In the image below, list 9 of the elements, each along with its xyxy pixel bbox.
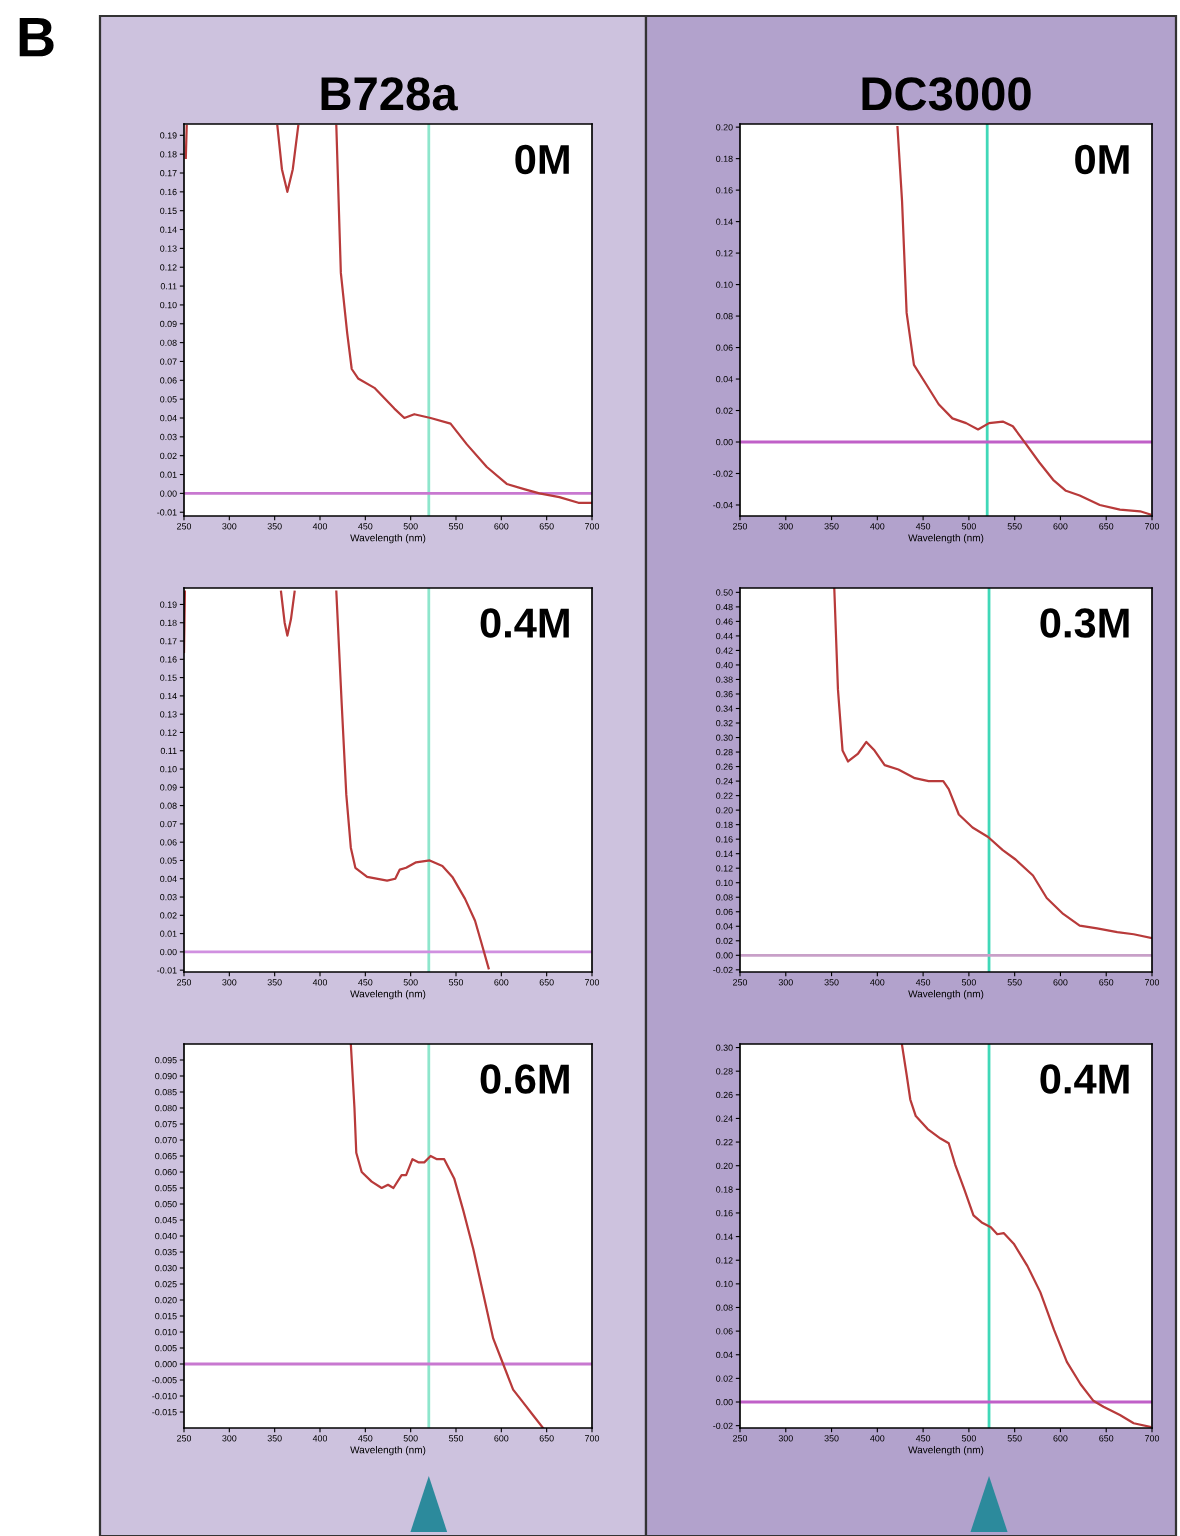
annotation: 0.6M bbox=[480, 1064, 569, 1094]
text: B bbox=[19, 18, 54, 57]
annotation: 0M bbox=[1075, 144, 1129, 175]
chart-title: B728a bbox=[321, 77, 458, 111]
annotation: 0.4M bbox=[1040, 1064, 1129, 1094]
annotation: 0.3M bbox=[1040, 608, 1129, 638]
annotation: 0.4M bbox=[480, 608, 569, 638]
annotation: 0M bbox=[515, 144, 569, 175]
chart-title: DC3000 bbox=[862, 77, 1031, 111]
